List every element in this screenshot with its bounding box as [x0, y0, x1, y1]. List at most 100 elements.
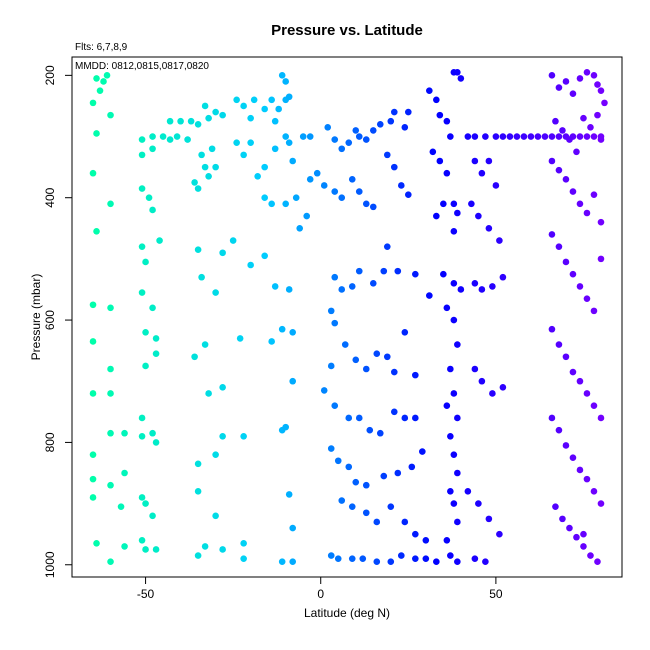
data-point	[285, 286, 293, 293]
data-point	[327, 307, 335, 315]
data-point	[426, 292, 433, 299]
data-point	[219, 384, 226, 391]
data-point	[142, 362, 149, 370]
data-point	[383, 243, 391, 250]
x-tick-label: -50	[137, 587, 155, 601]
data-point	[327, 552, 335, 559]
data-point	[194, 552, 202, 559]
data-point	[401, 124, 409, 131]
data-point	[520, 133, 528, 140]
data-point	[194, 460, 202, 468]
data-point	[331, 319, 339, 327]
data-point	[320, 182, 328, 189]
data-point	[450, 500, 458, 507]
data-point	[422, 536, 430, 544]
data-point	[594, 81, 601, 88]
data-point	[601, 99, 608, 107]
data-point	[447, 432, 454, 440]
data-point	[534, 133, 542, 140]
data-point	[405, 108, 412, 116]
data-point	[443, 536, 451, 544]
data-point	[345, 463, 353, 471]
data-point	[369, 203, 377, 211]
data-point	[205, 114, 212, 122]
data-point	[275, 105, 282, 113]
data-point	[580, 530, 587, 538]
data-point	[436, 157, 444, 165]
data-point	[285, 93, 293, 101]
data-point	[201, 341, 209, 348]
data-point	[443, 402, 451, 410]
data-point	[548, 325, 556, 333]
data-point	[355, 414, 363, 422]
data-point	[240, 555, 247, 562]
data-point	[306, 133, 314, 140]
data-point	[454, 469, 461, 477]
data-point	[233, 139, 240, 146]
data-point	[348, 283, 356, 290]
data-point	[107, 390, 114, 397]
data-point	[247, 261, 254, 269]
data-point	[205, 390, 212, 397]
data-point	[590, 307, 598, 315]
data-point	[198, 273, 205, 281]
data-point	[412, 530, 419, 538]
data-point	[107, 304, 114, 312]
data-point	[569, 270, 577, 278]
data-point	[499, 273, 507, 281]
data-point	[590, 402, 598, 410]
data-point	[555, 166, 563, 174]
data-point	[450, 451, 458, 458]
data-point	[334, 457, 342, 465]
data-point	[142, 500, 149, 507]
data-point	[597, 255, 605, 263]
data-point	[576, 75, 584, 82]
data-point	[149, 206, 156, 214]
data-point	[194, 488, 202, 495]
data-point	[422, 555, 430, 562]
data-point	[412, 414, 419, 422]
data-point	[443, 117, 451, 125]
data-point	[376, 429, 384, 437]
data-point	[107, 481, 114, 489]
y-tick-label: 800	[43, 432, 57, 452]
data-point	[338, 145, 346, 153]
data-point	[443, 169, 451, 177]
data-point	[142, 546, 149, 553]
data-point	[348, 555, 356, 562]
data-point	[338, 286, 346, 293]
data-point	[566, 524, 573, 532]
data-point	[387, 503, 395, 510]
data-point	[576, 133, 584, 140]
data-point	[285, 491, 293, 498]
data-point	[366, 426, 374, 434]
data-point	[107, 365, 114, 373]
data-point	[159, 133, 167, 140]
data-point	[212, 108, 219, 116]
data-point	[471, 555, 479, 562]
data-point	[173, 133, 181, 140]
data-point	[433, 212, 440, 220]
data-point	[583, 295, 591, 302]
data-point	[597, 87, 605, 94]
data-point	[282, 133, 289, 140]
data-point	[597, 414, 605, 422]
data-point	[89, 475, 97, 483]
data-point	[566, 136, 573, 143]
data-point	[103, 72, 111, 79]
data-point	[261, 163, 268, 171]
data-point	[362, 481, 370, 489]
data-point	[352, 478, 360, 486]
data-point	[138, 432, 146, 440]
data-point	[345, 139, 353, 146]
x-axis-label: Latitude (deg N)	[304, 606, 390, 620]
data-point	[261, 194, 268, 202]
data-point	[450, 280, 458, 287]
data-point	[331, 188, 339, 195]
data-point	[89, 451, 97, 458]
data-point	[191, 179, 198, 186]
data-point	[401, 518, 409, 526]
data-point	[426, 87, 433, 94]
data-point	[492, 133, 500, 140]
data-point	[289, 157, 297, 165]
